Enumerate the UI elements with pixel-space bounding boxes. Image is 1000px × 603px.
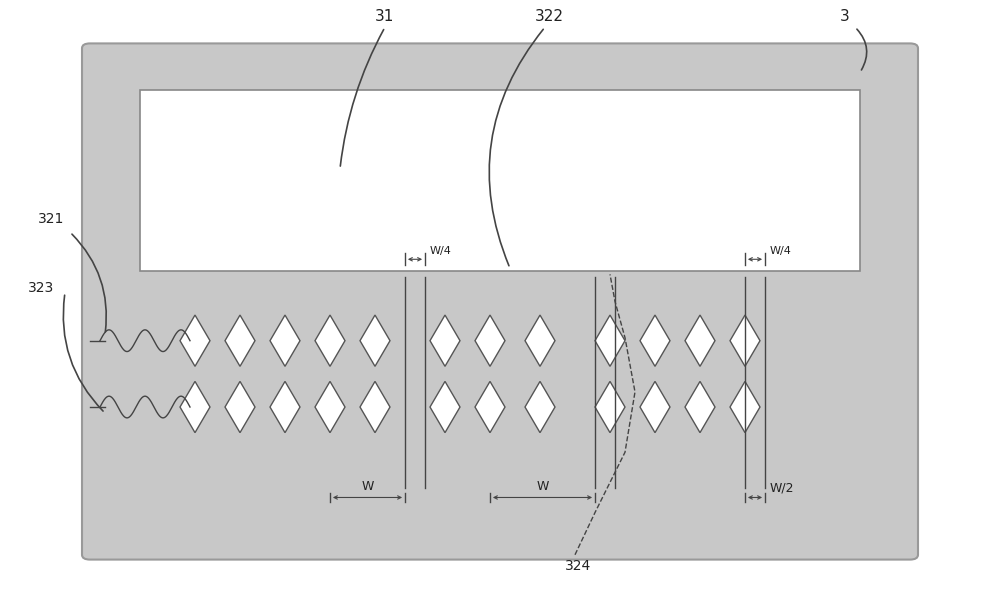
Polygon shape <box>270 315 300 366</box>
Polygon shape <box>475 382 505 433</box>
Polygon shape <box>640 382 670 433</box>
Polygon shape <box>525 315 555 366</box>
Text: W: W <box>361 479 374 493</box>
Text: 322: 322 <box>535 9 564 24</box>
Polygon shape <box>430 382 460 433</box>
Polygon shape <box>315 315 345 366</box>
FancyBboxPatch shape <box>82 43 918 560</box>
Text: 323: 323 <box>28 282 54 295</box>
Polygon shape <box>315 382 345 433</box>
Polygon shape <box>730 315 760 366</box>
Text: 324: 324 <box>565 559 591 573</box>
Polygon shape <box>685 382 715 433</box>
Polygon shape <box>640 315 670 366</box>
Text: 321: 321 <box>38 212 64 226</box>
Polygon shape <box>180 382 210 433</box>
Polygon shape <box>730 382 760 433</box>
Text: 31: 31 <box>375 9 394 24</box>
Polygon shape <box>180 315 210 366</box>
Text: 3: 3 <box>840 9 850 24</box>
Polygon shape <box>225 382 255 433</box>
Polygon shape <box>685 315 715 366</box>
Text: W: W <box>536 479 549 493</box>
Bar <box>140 90 860 271</box>
Polygon shape <box>595 382 625 433</box>
Text: W/4: W/4 <box>430 246 452 256</box>
Text: W/2: W/2 <box>770 481 794 494</box>
Polygon shape <box>270 382 300 433</box>
Polygon shape <box>475 315 505 366</box>
Polygon shape <box>360 382 390 433</box>
Text: W/4: W/4 <box>770 246 792 256</box>
Polygon shape <box>525 382 555 433</box>
Polygon shape <box>225 315 255 366</box>
Polygon shape <box>360 315 390 366</box>
Polygon shape <box>430 315 460 366</box>
Polygon shape <box>595 315 625 366</box>
